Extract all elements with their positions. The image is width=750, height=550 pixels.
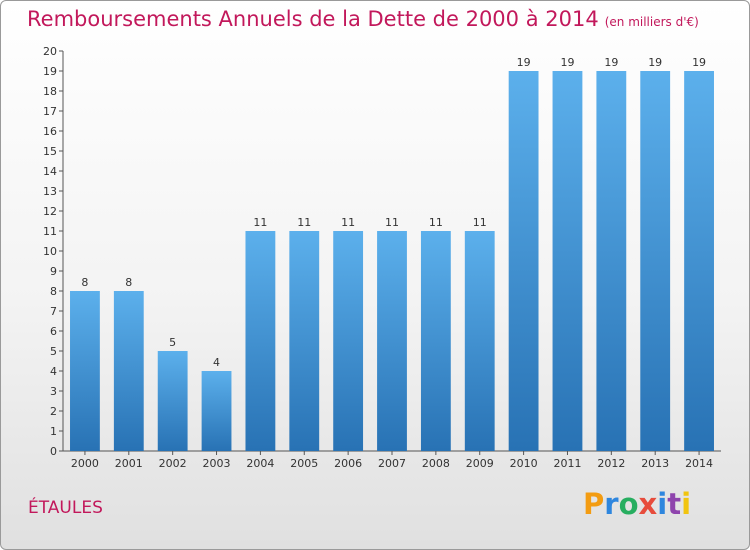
y-tick-label: 12 — [43, 205, 57, 218]
x-tick-label: 2009 — [466, 457, 494, 470]
bar — [684, 71, 714, 451]
y-tick-label: 2 — [50, 405, 57, 418]
logo-letter: i — [657, 487, 668, 521]
y-tick-label: 10 — [43, 245, 57, 258]
y-tick-label: 4 — [50, 365, 57, 378]
chart-bars: 8 8 5 4 11 11 11 11 11 11 19 19 19 19 19 — [70, 56, 714, 451]
logo-letter: P — [583, 487, 605, 521]
bar — [640, 71, 671, 451]
commune-name: ÉTAULES — [28, 498, 103, 518]
bar-value-label: 11 — [429, 216, 443, 229]
bar — [596, 71, 627, 451]
y-tick-label: 3 — [50, 385, 57, 398]
bar-value-label: 11 — [341, 216, 355, 229]
x-tick-label: 2000 — [71, 457, 99, 470]
bar-value-label: 4 — [213, 356, 220, 369]
bar — [157, 351, 188, 451]
bar — [289, 231, 320, 451]
proxiti-logo: Proxiti — [583, 487, 691, 521]
bar — [201, 371, 232, 451]
bar-value-label: 19 — [604, 56, 618, 69]
y-tick-label: 13 — [43, 185, 57, 198]
chart-subtitle: (en milliers d'€) — [604, 15, 699, 29]
x-tick-label: 2002 — [159, 457, 187, 470]
bar — [508, 71, 539, 451]
bar — [377, 231, 407, 451]
x-tick-label: 2004 — [246, 457, 274, 470]
y-tick-label: 14 — [43, 165, 57, 178]
chart-title: Remboursements Annuels de la Dette de 20… — [27, 7, 699, 31]
bar — [245, 231, 276, 451]
bar — [420, 231, 451, 451]
logo-letter: x — [638, 487, 658, 521]
x-tick-label: 2011 — [553, 457, 581, 470]
y-tick-label: 15 — [43, 145, 57, 158]
logo-letter: i — [681, 487, 692, 521]
y-tick-label: 8 — [50, 285, 57, 298]
y-tick-label: 16 — [43, 125, 57, 138]
y-tick-label: 9 — [50, 265, 57, 278]
bar — [464, 231, 495, 451]
y-tick-label: 11 — [43, 225, 57, 238]
bar-value-label: 19 — [560, 56, 574, 69]
bar-value-label: 5 — [169, 336, 176, 349]
x-tick-label: 2005 — [290, 457, 318, 470]
logo-letter: t — [667, 487, 682, 521]
x-tick-label: 2007 — [378, 457, 406, 470]
x-tick-label: 2001 — [115, 457, 143, 470]
logo-letter: r — [604, 487, 619, 521]
y-tick-label: 1 — [50, 425, 57, 438]
y-tick-label: 6 — [50, 325, 57, 338]
x-tick-label: 2008 — [422, 457, 450, 470]
bar-value-label: 11 — [473, 216, 487, 229]
x-tick-label: 2012 — [597, 457, 625, 470]
logo-letter: o — [618, 487, 639, 521]
x-tick-label: 2010 — [510, 457, 538, 470]
x-tick-label: 2014 — [685, 457, 713, 470]
x-tick-label: 2013 — [641, 457, 669, 470]
bar — [552, 71, 583, 451]
bar-value-label: 19 — [648, 56, 662, 69]
bar-value-label: 11 — [385, 216, 399, 229]
y-tick-label: 18 — [43, 85, 57, 98]
x-tick-label: 2006 — [334, 457, 362, 470]
bar-value-label: 11 — [253, 216, 267, 229]
y-tick-label: 7 — [50, 305, 57, 318]
y-tick-label: 0 — [50, 445, 57, 458]
bar-value-label: 19 — [692, 56, 706, 69]
bar — [113, 291, 144, 451]
y-tick-label: 17 — [43, 105, 57, 118]
bar-value-label: 8 — [125, 276, 132, 289]
y-tick-label: 19 — [43, 65, 57, 78]
bar-value-label: 8 — [81, 276, 88, 289]
y-tick-label: 5 — [50, 345, 57, 358]
y-tick-label: 20 — [43, 45, 57, 58]
bar — [70, 291, 100, 451]
x-tick-label: 2003 — [203, 457, 231, 470]
bar-value-label: 11 — [297, 216, 311, 229]
bar-value-label: 19 — [517, 56, 531, 69]
bar — [333, 231, 364, 451]
